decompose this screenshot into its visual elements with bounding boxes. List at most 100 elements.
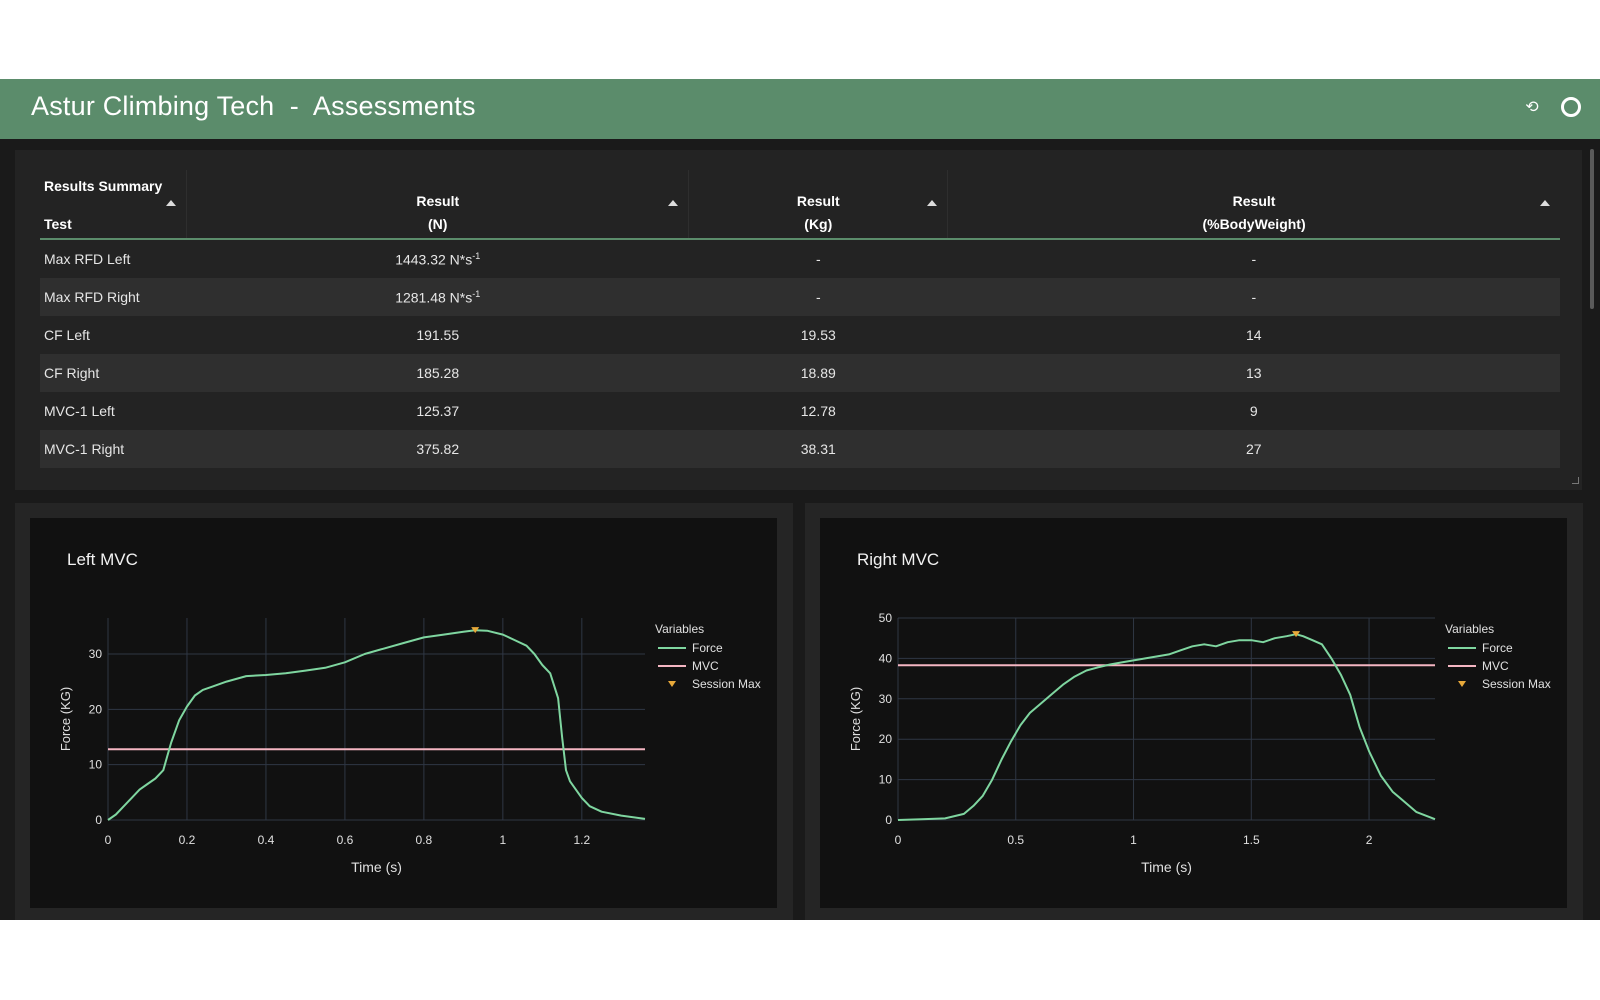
- cell-result-n-value: 375.82: [416, 441, 460, 457]
- x-tick-label: 1.5: [1243, 833, 1260, 847]
- app-window: Astur Climbing Tech - Assessments ⟲ Resu…: [0, 79, 1600, 920]
- column-label-unit: (%BodyWeight): [1202, 216, 1306, 232]
- cell-result-n: 125.37: [186, 392, 689, 430]
- force-line: [897, 633, 1436, 821]
- column-header-result-kg[interactable]: Result (Kg): [688, 170, 948, 240]
- legend-entry: MVC: [692, 659, 719, 673]
- table-row[interactable]: Max RFD Right 1281.48 N*s-1 - -: [40, 278, 1560, 316]
- session-max-marker: [1292, 631, 1301, 638]
- sort-arrow-icon[interactable]: [166, 200, 176, 206]
- cell-result-kg: 12.78: [688, 392, 948, 430]
- x-tick-label: 0.6: [337, 833, 354, 847]
- chart-svg: 0 0.2 0.4 0.6 0.8 1 1.2 0 10 20 30 Time (s) Force (K…: [58, 618, 761, 875]
- cell-result-bw: -: [947, 239, 1560, 278]
- sort-arrow-icon[interactable]: [1540, 200, 1550, 206]
- cell-result-kg: 38.31: [688, 430, 948, 468]
- y-tick-label: 50: [879, 611, 893, 625]
- column-label-unit: (N): [428, 216, 448, 232]
- cell-test-value: CF Right: [44, 365, 100, 381]
- x-tick-label: 2: [1366, 833, 1373, 847]
- legend-entry: MVC: [1482, 659, 1509, 673]
- cell-result-kg: 19.53: [688, 316, 948, 354]
- legend-entry: Force: [1482, 641, 1513, 655]
- resize-handle-icon[interactable]: [1572, 477, 1579, 484]
- legend-title: Variables: [1445, 622, 1494, 636]
- right-mvc-panel: Right MVC 0 0.5 1 1.5 2 0 10 20 30 40 50 Time (s) Fo…: [805, 503, 1583, 920]
- sort-arrow-icon[interactable]: [927, 200, 938, 206]
- cell-test: MVC-1 Right: [40, 430, 187, 468]
- legend-session-max-swatch: [668, 681, 676, 687]
- cell-result-n: 375.82: [186, 430, 689, 468]
- y-tick-label: 0: [95, 813, 102, 827]
- scrollbar[interactable]: [1590, 149, 1594, 309]
- cell-result-kg-value: 12.78: [800, 403, 836, 419]
- force-line: [107, 629, 646, 821]
- right-mvc-chart: Right MVC 0 0.5 1 1.5 2 0 10 20 30 40 50 Time (s) Fo…: [820, 518, 1567, 908]
- legend-entry: Session Max: [692, 677, 761, 691]
- legend-entry: Session Max: [1482, 677, 1551, 691]
- x-axis-label: Time (s): [1141, 859, 1192, 875]
- x-tick-label: 0.8: [416, 833, 433, 847]
- refresh-icon[interactable]: ⟲: [1525, 99, 1539, 116]
- cell-test-value: CF Left: [44, 327, 90, 343]
- table-row[interactable]: CF Right 185.28 18.89 13: [40, 354, 1560, 392]
- y-tick-label: 40: [879, 651, 893, 665]
- table-header-row: Results Summary Test Result (N) Result (…: [40, 170, 1560, 240]
- cell-result-kg-value: 38.31: [800, 441, 836, 457]
- legend-entry: Force: [692, 641, 723, 655]
- unit-exponent: -1: [472, 250, 481, 261]
- column-header-test[interactable]: Results Summary Test: [40, 170, 187, 240]
- column-label-result: Result: [796, 193, 840, 209]
- chart-title: Right MVC: [857, 550, 940, 569]
- x-tick-label: 0.4: [258, 833, 275, 847]
- results-summary-panel: Results Summary Test Result (N) Result (…: [15, 150, 1582, 490]
- x-tick-label: 1: [500, 833, 507, 847]
- cell-result-n: 1281.48 N*s-1: [186, 278, 689, 316]
- cell-result-bw-value: -: [1251, 251, 1257, 267]
- cell-result-bw: 14: [947, 316, 1560, 354]
- y-tick-label: 20: [89, 702, 103, 716]
- cell-result-bw-value: 27: [1246, 441, 1262, 457]
- sort-arrow-icon[interactable]: [668, 200, 679, 206]
- y-axis-label: Force (KG): [58, 687, 73, 751]
- x-axis-label: Time (s): [351, 859, 402, 875]
- x-tick-label: 1.2: [573, 833, 590, 847]
- cell-result-kg-value: -: [815, 289, 821, 305]
- chart-title: Left MVC: [67, 550, 138, 569]
- x-tick-label: 0: [105, 833, 112, 847]
- cell-test-value: Max RFD Left: [44, 251, 131, 267]
- x-tick-label: 1: [1130, 833, 1137, 847]
- table-row[interactable]: MVC-1 Left 125.37 12.78 9: [40, 392, 1560, 430]
- cell-test-value: Max RFD Right: [44, 289, 140, 305]
- column-header-result-n[interactable]: Result (N): [185, 170, 689, 240]
- table-row[interactable]: Max RFD Left 1443.32 N*s-1 - -: [40, 239, 1560, 278]
- cell-result-bw: -: [947, 278, 1560, 316]
- y-tick-label: 10: [89, 758, 103, 772]
- table-row[interactable]: MVC-1 Right 375.82 38.31 27: [40, 430, 1560, 468]
- cell-result-kg-value: -: [815, 251, 821, 267]
- left-mvc-chart: Left MVC 0 0.2 0.4 0.6 0.8 1 1.2 0 10 20 30 Time (s…: [30, 518, 777, 908]
- table-group-label: Results Summary: [44, 178, 163, 194]
- cell-result-kg: -: [688, 278, 948, 316]
- cell-result-bw-value: -: [1251, 289, 1257, 305]
- cell-result-kg: -: [688, 239, 948, 278]
- cell-result-n: 191.55: [186, 316, 689, 354]
- y-tick-label: 20: [879, 732, 893, 746]
- cell-result-kg-value: 19.53: [800, 327, 836, 343]
- legend-title: Variables: [655, 622, 704, 636]
- cell-result-bw: 13: [947, 354, 1560, 392]
- x-tick-label: 0.2: [179, 833, 196, 847]
- session-max-marker: [471, 627, 480, 634]
- x-tick-label: 0: [895, 833, 902, 847]
- legend-session-max-swatch: [1458, 681, 1466, 687]
- cell-result-n-value: 1443.32 N*s: [395, 251, 473, 268]
- cell-result-bw: 9: [947, 392, 1560, 430]
- y-tick-label: 30: [879, 692, 893, 706]
- column-header-result-bw[interactable]: Result (%BodyWeight): [947, 170, 1560, 240]
- cell-result-bw-value: 9: [1249, 403, 1258, 419]
- status-circle-icon[interactable]: [1561, 97, 1581, 117]
- y-tick-label: 30: [89, 647, 103, 661]
- cell-result-n: 1443.32 N*s-1: [186, 239, 689, 278]
- table-row[interactable]: CF Left 191.55 19.53 14: [40, 316, 1560, 354]
- column-label-unit: (Kg): [804, 216, 833, 232]
